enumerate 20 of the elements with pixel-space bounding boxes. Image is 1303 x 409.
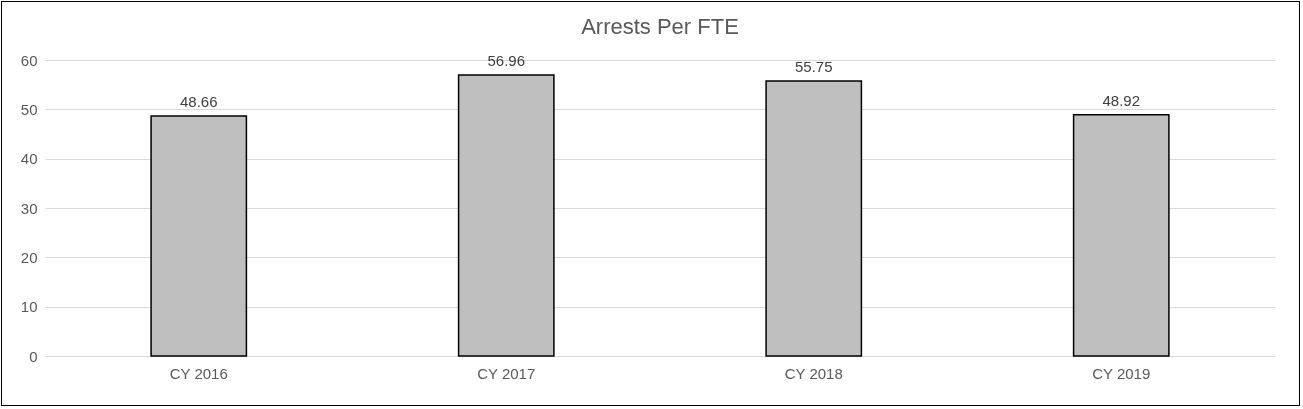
bar (150, 115, 248, 357)
x-tick-label: CY 2019 (1092, 364, 1151, 382)
y-tick-label: 40 (20, 150, 38, 168)
data-label: 48.66 (179, 92, 218, 110)
x-tick-label: CY 2017 (477, 364, 536, 382)
bar (1072, 113, 1170, 357)
y-tick-label: 50 (20, 100, 38, 118)
y-tick-label: 30 (20, 199, 38, 217)
data-label: 48.92 (1102, 91, 1141, 109)
chart-title: Arrests Per FTE (581, 14, 739, 39)
data-label: 55.75 (794, 57, 833, 75)
y-tick-label: 10 (20, 298, 38, 316)
bar (765, 80, 863, 357)
x-tick-label: CY 2018 (784, 364, 843, 382)
bar (457, 74, 555, 357)
y-tick-label: 0 (29, 347, 38, 365)
x-tick-label: CY 2016 (169, 364, 228, 382)
y-tick-label: 60 (20, 51, 38, 69)
y-tick-label: 20 (20, 248, 38, 266)
data-label: 56.96 (487, 52, 526, 69)
